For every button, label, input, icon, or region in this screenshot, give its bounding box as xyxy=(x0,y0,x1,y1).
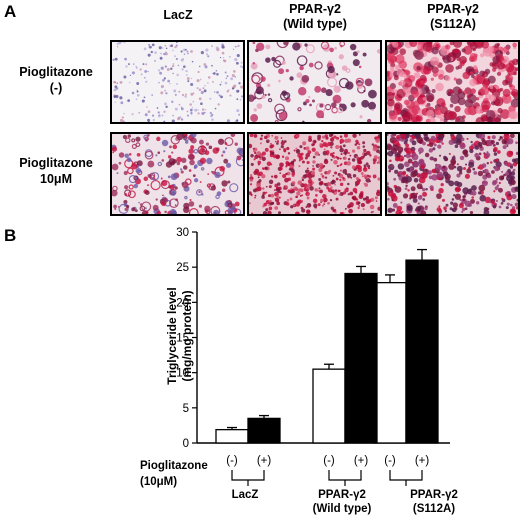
column-header-s112a: PPAR-γ2 (S112A) xyxy=(383,2,520,32)
plus-label: (+) xyxy=(354,455,369,467)
row-header-treated: Pioglitazone 10μM xyxy=(0,155,112,187)
group-label-line2: (S112A) xyxy=(412,503,456,515)
y-tick-label: 20 xyxy=(176,297,189,309)
row-header-line2: 10μM xyxy=(40,172,72,186)
y-axis-label-line1: Triglyceride level xyxy=(165,287,179,385)
panel-b-letter: B xyxy=(4,226,17,245)
bar-plus-2 xyxy=(405,259,439,444)
column-header-line1: PPAR-γ2 xyxy=(427,2,479,16)
panel-a-letter: A xyxy=(4,2,17,21)
bar-minus-2 xyxy=(373,281,407,444)
column-header-line1: PPAR-γ2 xyxy=(289,2,341,16)
micrograph-lacz-untreated xyxy=(110,40,245,124)
row-header-line1: Pioglitazone xyxy=(19,65,93,79)
minus-label: (-) xyxy=(226,455,238,467)
group-label-line1: PPAR-γ2 xyxy=(318,489,366,501)
micrograph-image xyxy=(249,42,380,122)
bar-plus-0 xyxy=(247,417,281,444)
group-bracket xyxy=(389,470,423,486)
treatment-label: Pioglitazone (10μM) xyxy=(140,458,260,490)
row-header-untreated: Pioglitazone (-) xyxy=(0,64,112,96)
micrograph-lacz-treated xyxy=(110,132,245,216)
micrograph-image xyxy=(387,134,518,214)
micrograph-image xyxy=(249,134,380,214)
group-label-line2: (Wild type) xyxy=(312,503,372,515)
column-header-line2: (S112A) xyxy=(430,17,476,31)
micrograph-s112a-untreated xyxy=(385,40,520,124)
y-tick-label: 30 xyxy=(176,227,189,239)
micrograph-wild-type-untreated xyxy=(247,40,382,124)
minus-label: (-) xyxy=(323,455,335,467)
group-label-line1: LacZ xyxy=(231,489,259,501)
column-header-line2: (Wild type) xyxy=(283,17,347,31)
y-tick-label: 5 xyxy=(183,403,189,415)
group-bracket xyxy=(231,470,265,486)
treatment-label-line2: (10μM) xyxy=(140,476,178,488)
group-label-lacz: LacZ xyxy=(190,488,300,502)
y-tick-label: 0 xyxy=(183,438,189,450)
group-label-s112a: PPAR-γ2 (S112A) xyxy=(379,488,489,516)
group-label-line1: PPAR-γ2 xyxy=(410,489,458,501)
bar-minus-0 xyxy=(215,428,249,444)
plus-label: (+) xyxy=(415,455,430,467)
bar-plus-1 xyxy=(344,272,378,444)
bar-minus-1 xyxy=(312,368,346,444)
minus-label: (-) xyxy=(384,455,396,467)
y-axis-label-line2: (mg/mg protein) xyxy=(180,290,194,382)
micrograph-image xyxy=(387,42,518,122)
y-tick-label: 15 xyxy=(176,333,189,345)
group-label-wild-type: PPAR-γ2 (Wild type) xyxy=(287,488,397,516)
micrograph-s112a-treated xyxy=(385,132,520,216)
y-tick-label: 10 xyxy=(176,368,189,380)
column-header-wild-type: PPAR-γ2 (Wild type) xyxy=(245,2,385,32)
plus-label: (+) xyxy=(257,455,272,467)
y-tick-label: 25 xyxy=(176,262,189,274)
micrograph-image xyxy=(112,134,243,214)
column-header-lacz: LacZ xyxy=(108,8,248,23)
column-header-line1: LacZ xyxy=(163,8,193,22)
treatment-label-line1: Pioglitazone xyxy=(140,460,208,472)
micrograph-image xyxy=(112,42,243,122)
group-bracket xyxy=(328,470,362,486)
row-header-line2: (-) xyxy=(49,81,63,95)
micrograph-wild-type-treated xyxy=(247,132,382,216)
row-header-line1: Pioglitazone xyxy=(19,156,93,170)
